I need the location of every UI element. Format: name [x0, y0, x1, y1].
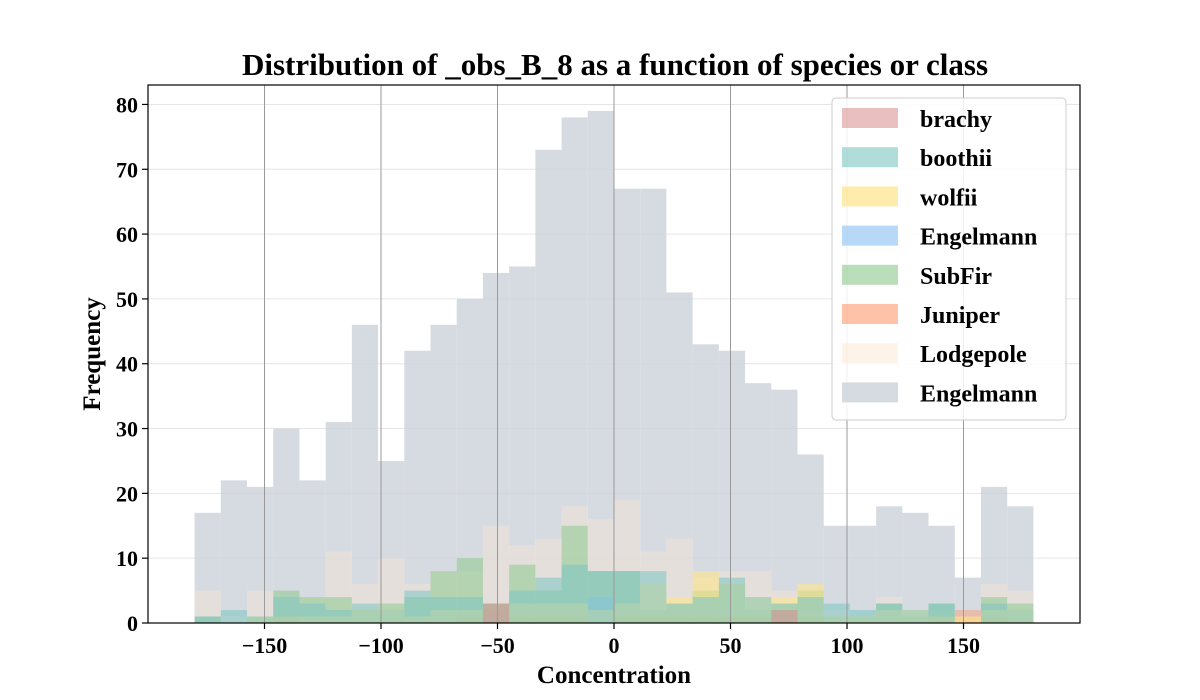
histogram-bar — [587, 110, 614, 623]
x-tick-label: −100 — [358, 633, 404, 658]
x-tick-label: −50 — [480, 633, 515, 658]
histogram-bar — [954, 616, 981, 623]
histogram-bar — [692, 597, 719, 623]
legend-box — [831, 97, 1067, 421]
histogram-bar — [745, 383, 772, 623]
x-tick-label: 150 — [947, 633, 980, 658]
histogram-bar — [247, 616, 274, 623]
y-axis-ticks: 0 10 20 30 40 50 60 70 80 — [116, 92, 148, 636]
histogram-bars — [194, 110, 1034, 623]
histogram-bar — [404, 590, 431, 623]
histogram-bar — [771, 389, 798, 623]
histogram-bar — [587, 571, 614, 623]
histogram-bar — [430, 597, 457, 623]
legend-label: Lodgepole — [920, 342, 1027, 368]
legend-swatch — [842, 225, 898, 246]
chart-title: Distribution of _obs_B_8 as a function o… — [242, 47, 988, 82]
legend-swatch — [842, 264, 898, 285]
histogram-bar — [535, 577, 562, 623]
y-tick-label: 20 — [116, 481, 138, 506]
histogram-bar — [902, 610, 929, 623]
histogram-bar — [1007, 610, 1034, 623]
histogram-bar — [849, 525, 877, 623]
x-tick-label: 0 — [609, 633, 620, 658]
legend-swatch — [842, 147, 898, 168]
y-tick-label: 70 — [116, 157, 138, 182]
histogram-bar — [614, 188, 641, 623]
y-tick-label: 80 — [116, 92, 138, 117]
y-tick-label: 50 — [116, 287, 138, 312]
histogram-bar — [823, 603, 850, 623]
histogram-bar — [535, 149, 562, 623]
histogram-bar — [299, 603, 326, 623]
histogram-bar — [273, 597, 300, 623]
histogram-bar — [666, 292, 693, 623]
histogram-bar — [482, 272, 510, 623]
legend-label: brachy — [920, 107, 992, 133]
histogram-bar — [247, 486, 274, 623]
legend-label: SubFir — [920, 264, 992, 290]
histogram-bar — [614, 571, 641, 623]
y-tick-label: 30 — [116, 417, 138, 442]
y-axis-label: Frequency — [79, 297, 106, 411]
series-boothii-6 — [194, 564, 1034, 623]
histogram-bar — [404, 350, 431, 623]
histogram-bar — [378, 610, 405, 623]
histogram-bar — [220, 610, 248, 623]
x-axis-ticks: −150 −100 −50 0 50 100 150 — [242, 623, 980, 658]
histogram-bar — [561, 564, 588, 623]
histogram-bar — [745, 597, 772, 623]
x-tick-label: 100 — [831, 633, 864, 658]
legend-label: Engelmann — [920, 225, 1037, 251]
y-tick-label: 0 — [127, 611, 138, 636]
histogram-bar — [325, 610, 352, 623]
legend-swatch — [842, 186, 898, 207]
histogram-bar — [640, 571, 667, 623]
y-tick-label: 40 — [116, 352, 138, 377]
legend: brachy boothii wolfii Engelmann SubFir Junipe… — [831, 97, 1067, 421]
legend-items: brachy boothii wolfii Engelmann SubFir Junipe… — [842, 107, 1037, 407]
legend-label: boothii — [920, 146, 992, 172]
legend-label: Engelmann — [920, 381, 1037, 407]
histogram-bar — [849, 610, 877, 623]
histogram-bar — [351, 324, 379, 623]
legend-label: wolfii — [920, 185, 978, 211]
histogram-bar — [954, 577, 981, 623]
histogram-bar — [194, 512, 221, 623]
plot-area — [147, 84, 1081, 624]
histogram-bar — [482, 603, 510, 623]
legend-swatch — [842, 343, 898, 364]
histogram-bar — [797, 597, 824, 623]
histogram-bar — [509, 590, 536, 623]
legend-swatch — [842, 382, 898, 403]
histogram-bar — [194, 616, 221, 623]
histogram-bar — [325, 422, 352, 623]
histogram-bar — [378, 460, 405, 623]
histogram-bar — [640, 188, 667, 623]
histogram-bar — [666, 603, 693, 623]
y-tick-label: 10 — [116, 546, 138, 571]
x-axis-label: Concentration — [537, 662, 691, 689]
histogram-bar — [902, 512, 929, 623]
series-brachy-7 — [482, 603, 798, 623]
legend-label: Juniper — [920, 303, 1000, 329]
histogram-bar — [876, 603, 903, 623]
x-tick-label: 50 — [720, 633, 742, 658]
x-tick-label: −150 — [242, 633, 288, 658]
histogram-bar — [771, 610, 798, 623]
histogram-bar — [718, 577, 746, 623]
legend-swatch — [842, 304, 898, 324]
histogram-bar — [509, 266, 536, 623]
legend-swatch — [842, 108, 898, 128]
histogram-bar — [980, 603, 1008, 623]
histogram-bar — [456, 597, 483, 623]
y-tick-label: 60 — [116, 222, 138, 247]
histogram-bar — [351, 603, 379, 623]
histogram-bar — [928, 603, 955, 623]
histogram-bar — [220, 480, 248, 623]
